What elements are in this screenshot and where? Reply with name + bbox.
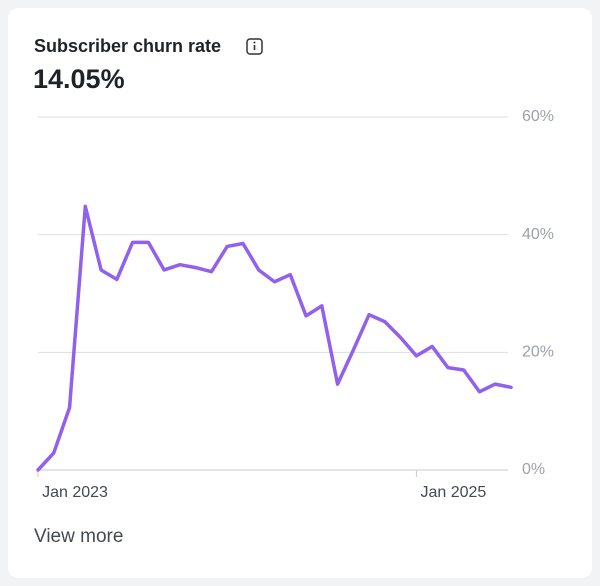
headline-value: 14.05% [33, 64, 125, 94]
chart-title: Subscriber churn rate [34, 36, 221, 56]
card [8, 8, 592, 578]
y-tick-label: 20% [522, 344, 554, 361]
info-icon-frame [246, 38, 263, 55]
view-more-link[interactable]: View more [34, 526, 123, 547]
info-icon[interactable] [246, 38, 263, 55]
x-tick-label: Jan 2023 [42, 484, 108, 501]
y-tick-label: 60% [522, 108, 554, 125]
info-icon-dot [253, 41, 256, 44]
x-tick-label: Jan 2025 [420, 484, 486, 501]
y-tick-label: 0% [522, 461, 545, 478]
series-line [36, 204, 513, 472]
y-tick-label: 40% [522, 226, 554, 243]
